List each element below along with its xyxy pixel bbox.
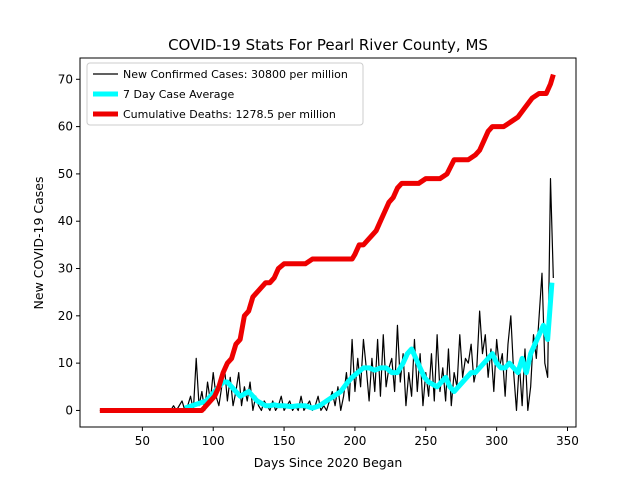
- x-tick-label: 100: [202, 434, 225, 448]
- series-group: [99, 73, 556, 413]
- y-tick-label: 30: [58, 262, 73, 276]
- legend-label-1: 7 Day Case Average: [123, 88, 235, 101]
- y-tick-label: 50: [58, 167, 73, 181]
- legend: New Confirmed Cases: 30800 per million 7 …: [86, 62, 364, 126]
- plot-area: [99, 73, 556, 413]
- y-tick-label: 10: [58, 356, 73, 370]
- y-tick-label: 20: [58, 309, 73, 323]
- x-tick-label: 200: [343, 434, 366, 448]
- legend-label-0: New Confirmed Cases: 30800 per million: [123, 68, 348, 81]
- series-line-1: [184, 282, 555, 411]
- x-tick-label: 350: [556, 434, 579, 448]
- chart-title: COVID-19 Stats For Pearl River County, M…: [168, 36, 488, 54]
- x-tick-label: 50: [135, 434, 150, 448]
- axes-frame: [79, 57, 577, 428]
- y-tick-label: 60: [58, 120, 73, 134]
- legend-box: [86, 62, 364, 126]
- y-tick-label: 70: [58, 72, 73, 86]
- axes: 50 100 150 200 250 300 350 0 10 20 30 40 50 60 70: [58, 57, 579, 448]
- x-tick-label: 150: [273, 434, 296, 448]
- x-axis-label: Days Since 2020 Began: [254, 455, 403, 470]
- x-tick-label: 300: [485, 434, 508, 448]
- legend-label-2: Cumulative Deaths: 1278.5 per million: [123, 108, 336, 121]
- y-tick-label: 40: [58, 214, 73, 228]
- y-axis-label: New COVID-19 Cases: [31, 177, 46, 310]
- x-tick-label: 250: [414, 434, 437, 448]
- series-line-2: [99, 73, 556, 413]
- y-tick-label: 0: [65, 403, 73, 417]
